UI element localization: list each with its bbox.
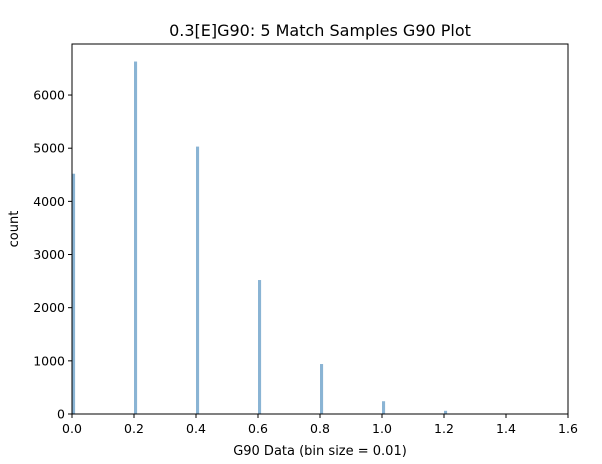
histogram-bar xyxy=(196,146,200,414)
x-axis-label: G90 Data (bin size = 0.01) xyxy=(233,444,407,459)
x-axis-ticks: 0.0 0.2 0.4 0.6 0.8 1.0 1.2 1.4 1.6 xyxy=(62,414,578,436)
y-tick-label: 2000 xyxy=(33,300,65,315)
y-tick-label: 0 xyxy=(57,407,65,422)
x-tick-label: 0.0 xyxy=(62,421,82,436)
chart-title: 0.3[E]G90: 5 Match Samples G90 Plot xyxy=(169,21,471,40)
x-tick-label: 1.6 xyxy=(558,421,578,436)
y-axis-label: count xyxy=(7,211,22,248)
x-tick-label: 1.4 xyxy=(496,421,516,436)
histogram-bar xyxy=(72,173,76,414)
histogram-bar xyxy=(134,61,138,415)
x-tick-label: 0.2 xyxy=(124,421,144,436)
y-tick-label: 3000 xyxy=(33,247,65,262)
bars-layer xyxy=(72,61,448,415)
histogram-bar xyxy=(382,401,386,414)
y-axis-ticks: 0 1000 2000 3000 4000 5000 6000 xyxy=(33,88,72,422)
y-tick-label: 4000 xyxy=(33,194,65,209)
y-tick-label: 1000 xyxy=(33,353,65,368)
x-tick-label: 1.0 xyxy=(372,421,392,436)
histogram-bar xyxy=(320,364,324,414)
plot-frame xyxy=(71,43,569,415)
histogram-bar xyxy=(444,410,448,414)
y-tick-label: 6000 xyxy=(33,88,65,103)
x-tick-label: 0.6 xyxy=(248,421,268,436)
y-tick-label: 5000 xyxy=(33,141,65,156)
x-tick-label: 0.8 xyxy=(310,421,330,436)
x-tick-label: 0.4 xyxy=(186,421,206,436)
histogram-bar xyxy=(258,280,262,414)
x-tick-label: 1.2 xyxy=(434,421,454,436)
